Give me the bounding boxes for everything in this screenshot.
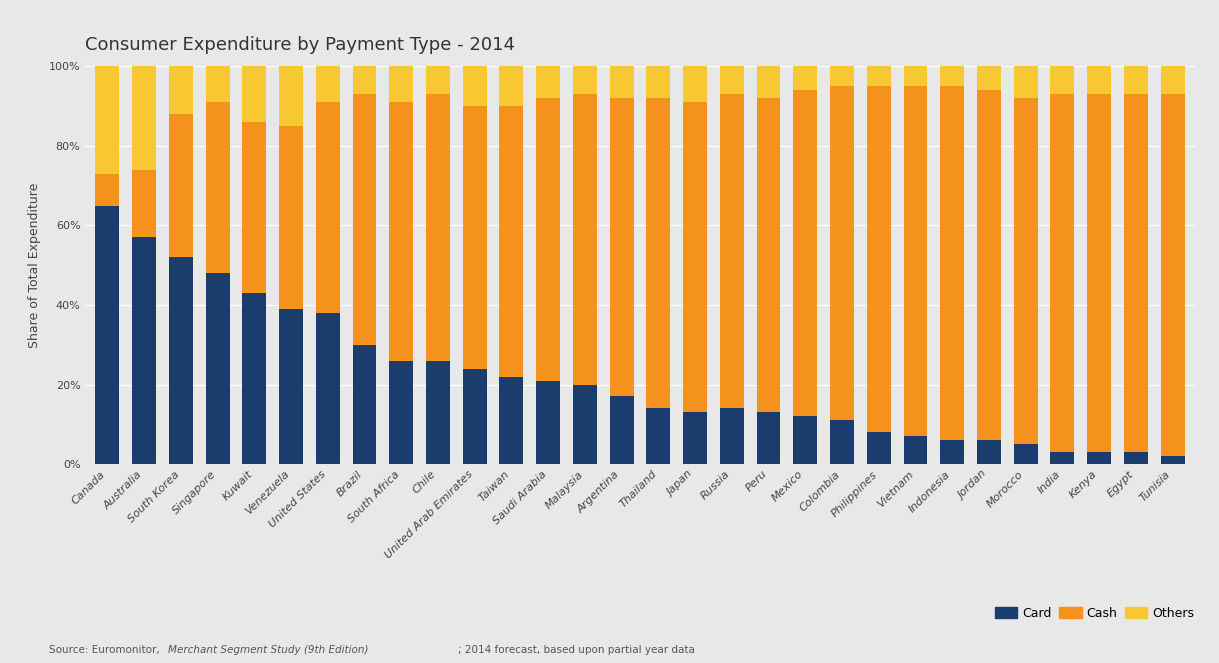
Bar [206,102,229,273]
Bar [830,86,855,420]
Bar [536,98,560,381]
Bar [243,293,266,464]
Bar [352,94,377,345]
Bar [1014,98,1037,444]
Bar [1160,94,1185,456]
Bar [279,309,304,464]
Bar [1051,94,1074,452]
Bar [683,102,707,412]
Bar [169,257,193,464]
Bar [95,66,119,174]
Bar [903,436,928,464]
Bar [830,66,855,86]
Bar [132,66,156,170]
Bar [720,66,744,94]
Bar [976,66,1001,90]
Bar [720,408,744,464]
Bar [316,102,340,313]
Y-axis label: Share of Total Expenditure: Share of Total Expenditure [28,182,40,348]
Bar [1124,66,1148,94]
Bar [757,412,780,464]
Bar [757,98,780,412]
Bar [352,345,377,464]
Bar [500,377,523,464]
Bar [683,412,707,464]
Bar [867,432,891,464]
Bar [169,114,193,257]
Bar [536,66,560,98]
Bar [683,66,707,102]
Bar [573,66,597,94]
Bar [867,86,891,432]
Bar [389,361,413,464]
Bar [940,66,964,86]
Bar [279,66,304,126]
Bar [720,94,744,408]
Bar [940,86,964,440]
Text: Merchant Segment Study (9th Edition): Merchant Segment Study (9th Edition) [168,645,368,655]
Bar [389,102,413,361]
Bar [389,66,413,102]
Bar [1087,94,1111,452]
Text: Source: Euromonitor,: Source: Euromonitor, [49,645,163,655]
Bar [463,66,486,106]
Bar [1124,94,1148,452]
Bar [1160,456,1185,464]
Bar [573,385,597,464]
Bar [425,361,450,464]
Bar [352,66,377,94]
Bar [646,66,670,98]
Bar [425,94,450,361]
Bar [425,66,450,94]
Bar [794,416,817,464]
Bar [646,408,670,464]
Bar [243,122,266,293]
Bar [867,66,891,86]
Bar [757,66,780,98]
Bar [1014,66,1037,98]
Bar [610,396,634,464]
Bar [95,174,119,206]
Legend: Card, Cash, Others: Card, Cash, Others [990,602,1199,625]
Bar [940,440,964,464]
Bar [206,66,229,102]
Bar [169,66,193,114]
Bar [206,273,229,464]
Bar [610,98,634,396]
Bar [95,206,119,464]
Bar [1051,66,1074,94]
Bar [463,369,486,464]
Text: Consumer Expenditure by Payment Type - 2014: Consumer Expenditure by Payment Type - 2… [85,36,516,54]
Bar [1160,66,1185,94]
Bar [279,126,304,309]
Bar [243,66,266,122]
Bar [1051,452,1074,464]
Bar [646,98,670,408]
Bar [132,170,156,237]
Bar [132,237,156,464]
Bar [1087,66,1111,94]
Bar [903,66,928,86]
Text: ; 2014 forecast, based upon partial year data: ; 2014 forecast, based upon partial year… [458,645,695,655]
Bar [463,106,486,369]
Bar [573,94,597,385]
Bar [316,66,340,102]
Bar [500,106,523,377]
Bar [903,86,928,436]
Bar [794,90,817,416]
Bar [1087,452,1111,464]
Bar [1124,452,1148,464]
Bar [830,420,855,464]
Bar [500,66,523,106]
Bar [1014,444,1037,464]
Bar [536,381,560,464]
Bar [610,66,634,98]
Bar [316,313,340,464]
Bar [976,90,1001,440]
Bar [976,440,1001,464]
Bar [794,66,817,90]
